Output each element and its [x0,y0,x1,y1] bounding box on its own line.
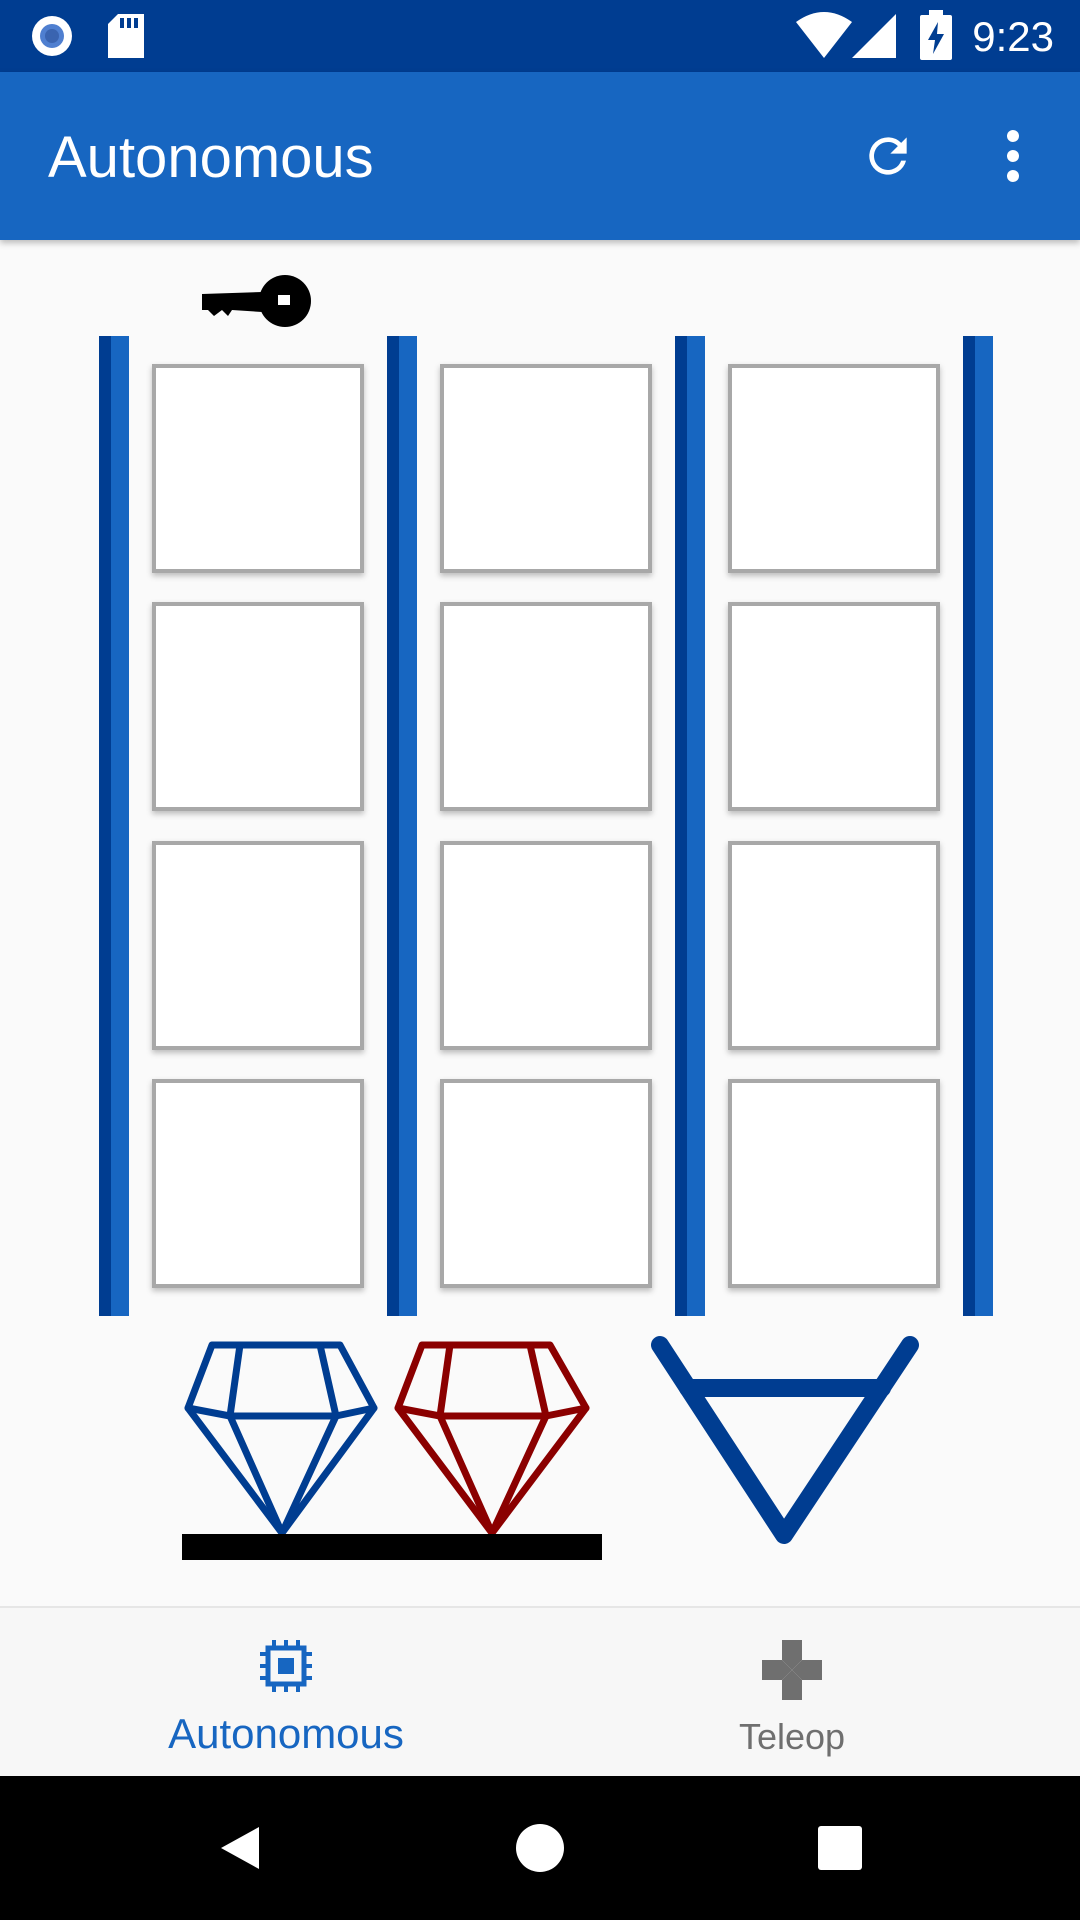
grid-cell[interactable] [440,364,652,573]
grid-cell[interactable] [728,364,940,573]
bottom-navigation: Autonomous Teleop [0,1606,1080,1778]
grid-cell[interactable] [728,602,940,811]
back-icon [221,1827,259,1869]
field-diagram [99,275,993,1560]
rail [675,336,705,1316]
overflow-menu-icon [1007,130,1019,182]
key-icon [202,275,311,327]
cell-signal-icon [852,14,896,58]
blue-gem-icon[interactable] [184,1341,378,1537]
gamepad-icon [762,1640,822,1700]
notification-circle-icon [32,16,72,56]
wifi-icon [796,12,852,58]
system-navigation-bar [0,1776,1080,1920]
grid-cell[interactable] [728,1079,940,1288]
grid-cell[interactable] [440,602,652,811]
refresh-icon [869,137,907,175]
home-button[interactable] [460,1776,620,1920]
home-icon [516,1824,564,1872]
status-time: 9:23 [972,13,1054,60]
grid-cell[interactable] [152,364,364,573]
page-title: Autonomous [48,125,374,190]
grid-cell[interactable] [152,1079,364,1288]
red-gem-icon[interactable] [394,1341,590,1537]
grid-cell[interactable] [440,841,652,1050]
recents-icon [818,1826,862,1870]
battery-charging-icon [920,10,952,60]
tab-autonomous-label: Autonomous [168,1710,404,1757]
chip-icon [260,1640,312,1692]
recents-button[interactable] [760,1776,920,1920]
cell-grid [152,364,940,1288]
back-button[interactable] [160,1776,320,1920]
rail [963,336,993,1316]
grid-cell[interactable] [152,841,364,1050]
rail [387,336,417,1316]
triangle-pit-icon[interactable] [651,1336,919,1544]
refresh-button[interactable] [833,72,943,240]
grid-cell[interactable] [728,841,940,1050]
grid-cell[interactable] [152,602,364,811]
overflow-menu-button[interactable] [958,72,1068,240]
tab-teleop-label: Teleop [738,1716,846,1757]
gem-base-bar [182,1534,602,1560]
sd-card-icon [108,14,144,58]
tab-autonomous[interactable]: Autonomous [16,1608,556,1778]
tab-teleop[interactable]: Teleop [522,1608,1062,1778]
grid-cell[interactable] [440,1079,652,1288]
rail [99,336,129,1316]
status-bar: 9:23 [0,0,1080,72]
app-bar: Autonomous [0,72,1080,240]
